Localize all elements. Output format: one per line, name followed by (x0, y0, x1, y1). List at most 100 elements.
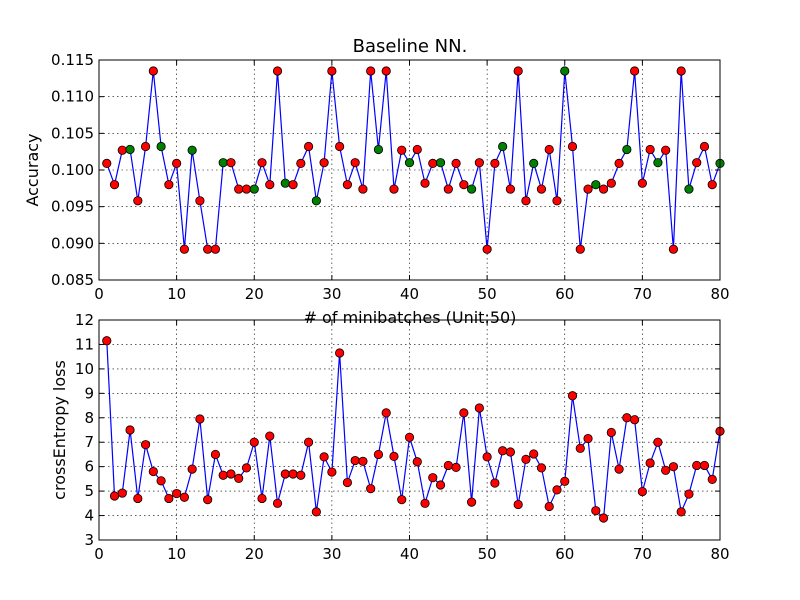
loss-x-tick-label: 0 (94, 545, 104, 563)
accuracy-data-point (521, 196, 531, 206)
loss-data-point (404, 432, 415, 442)
accuracy-markers (102, 66, 725, 254)
loss-x-tick-label: 80 (710, 545, 729, 563)
accuracy-data-point (319, 158, 329, 168)
accuracy-data-point (412, 144, 422, 155)
loss-data-point (117, 488, 127, 498)
accuracy-x-tick-label: 70 (633, 285, 652, 303)
accuracy-y-axis-label: Accuracy (23, 133, 42, 206)
accuracy-data-point (567, 141, 578, 152)
loss-data-point (389, 451, 399, 461)
accuracy-y-tick-label: 0.085 (51, 271, 94, 289)
loss-data-point (187, 464, 197, 474)
accuracy-data-point (707, 180, 717, 190)
loss-data-point (109, 491, 120, 501)
accuracy-data-point (358, 184, 368, 194)
loss-data-point (420, 498, 430, 508)
accuracy-data-point (684, 184, 694, 194)
accuracy-data-point (583, 184, 593, 194)
loss-data-point (257, 493, 267, 504)
accuracy-ticks: 0 10 20 30 40 50 60 70 80 0.085 0.090 0.095 0.100 0.1… (51, 51, 730, 303)
loss-data-point (327, 467, 337, 477)
accuracy-data-point (156, 141, 166, 152)
accuracy-data-point (257, 158, 267, 168)
loss-data-point (412, 457, 422, 467)
loss-data-point (156, 476, 166, 486)
loss-data-point (164, 493, 174, 504)
loss-data-point (575, 443, 585, 453)
loss-data-point (653, 437, 663, 447)
loss-y-tick-label: 11 (75, 335, 94, 353)
accuracy-data-point (466, 184, 477, 194)
accuracy-data-point (241, 184, 252, 194)
accuracy-x-tick-label: 10 (167, 285, 186, 303)
loss-y-tick-label: 8 (84, 409, 94, 427)
accuracy-data-point (117, 145, 127, 155)
accuracy-data-point (102, 158, 112, 168)
loss-data-point (676, 507, 686, 517)
accuracy-data-point (366, 66, 376, 76)
accuracy-y-tick-label: 0.105 (51, 124, 94, 142)
loss-data-point (645, 458, 655, 468)
loss-data-point (622, 413, 632, 423)
accuracy-data-point (234, 184, 244, 194)
accuracy-data-point (109, 180, 120, 190)
accuracy-data-point (280, 178, 290, 188)
loss-data-point (265, 431, 275, 441)
loss-data-point (226, 469, 236, 479)
loss-data-point (272, 498, 283, 508)
accuracy-data-point (265, 180, 275, 190)
accuracy-data-point (226, 158, 236, 168)
loss-data-point (288, 469, 298, 479)
loss-data-point (459, 408, 469, 418)
loss-data-point (428, 473, 438, 483)
loss-y-tick-label: 10 (75, 360, 94, 378)
loss-data-point (637, 486, 647, 497)
loss-data-point (560, 476, 570, 486)
loss-y-tick-label: 4 (84, 507, 94, 525)
accuracy-data-point (653, 158, 663, 168)
loss-data-point (234, 473, 244, 483)
loss-data-point (172, 488, 182, 499)
accuracy-x-tick-label: 50 (478, 285, 497, 303)
loss-x-tick-label: 70 (633, 545, 652, 563)
accuracy-data-point (397, 145, 407, 155)
loss-data-point (490, 478, 500, 488)
loss-data-point (552, 485, 562, 495)
loss-grid (99, 320, 720, 540)
loss-markers (102, 336, 725, 523)
loss-x-tick-label: 50 (478, 545, 497, 563)
loss-data-point (699, 460, 710, 471)
accuracy-data-point (645, 144, 655, 155)
accuracy-data-point (140, 141, 151, 152)
loss-x-tick-label: 10 (167, 545, 186, 563)
accuracy-data-point (195, 196, 205, 206)
accuracy-data-point (622, 144, 632, 155)
accuracy-data-point (179, 244, 189, 254)
loss-data-point (102, 336, 112, 346)
accuracy-chart-title: Baseline NN. (353, 36, 468, 57)
accuracy-chart: Baseline NN. 0 10 20 30 40 50 60 70 80 0.085 0.090… (23, 36, 730, 327)
accuracy-data-point (498, 141, 508, 152)
accuracy-data-point (614, 158, 624, 168)
accuracy-data-point (692, 158, 702, 168)
loss-data-point (241, 463, 252, 473)
loss-y-tick-label: 12 (75, 311, 94, 329)
loss-data-point (474, 403, 484, 413)
loss-data-point (280, 469, 290, 479)
loss-data-point (210, 449, 221, 460)
accuracy-x-tick-label: 40 (400, 285, 419, 303)
accuracy-data-point (591, 180, 601, 190)
loss-x-tick-label: 30 (322, 545, 341, 563)
accuracy-data-point (133, 196, 143, 206)
accuracy-data-point (474, 158, 484, 168)
accuracy-data-point (164, 180, 174, 190)
loss-data-point (335, 348, 345, 358)
loss-data-point (366, 484, 376, 494)
accuracy-data-point (668, 244, 679, 254)
loss-data-point (466, 497, 477, 507)
loss-data-point (179, 492, 189, 502)
accuracy-x-tick-label: 80 (710, 285, 729, 303)
loss-data-point (692, 460, 702, 471)
